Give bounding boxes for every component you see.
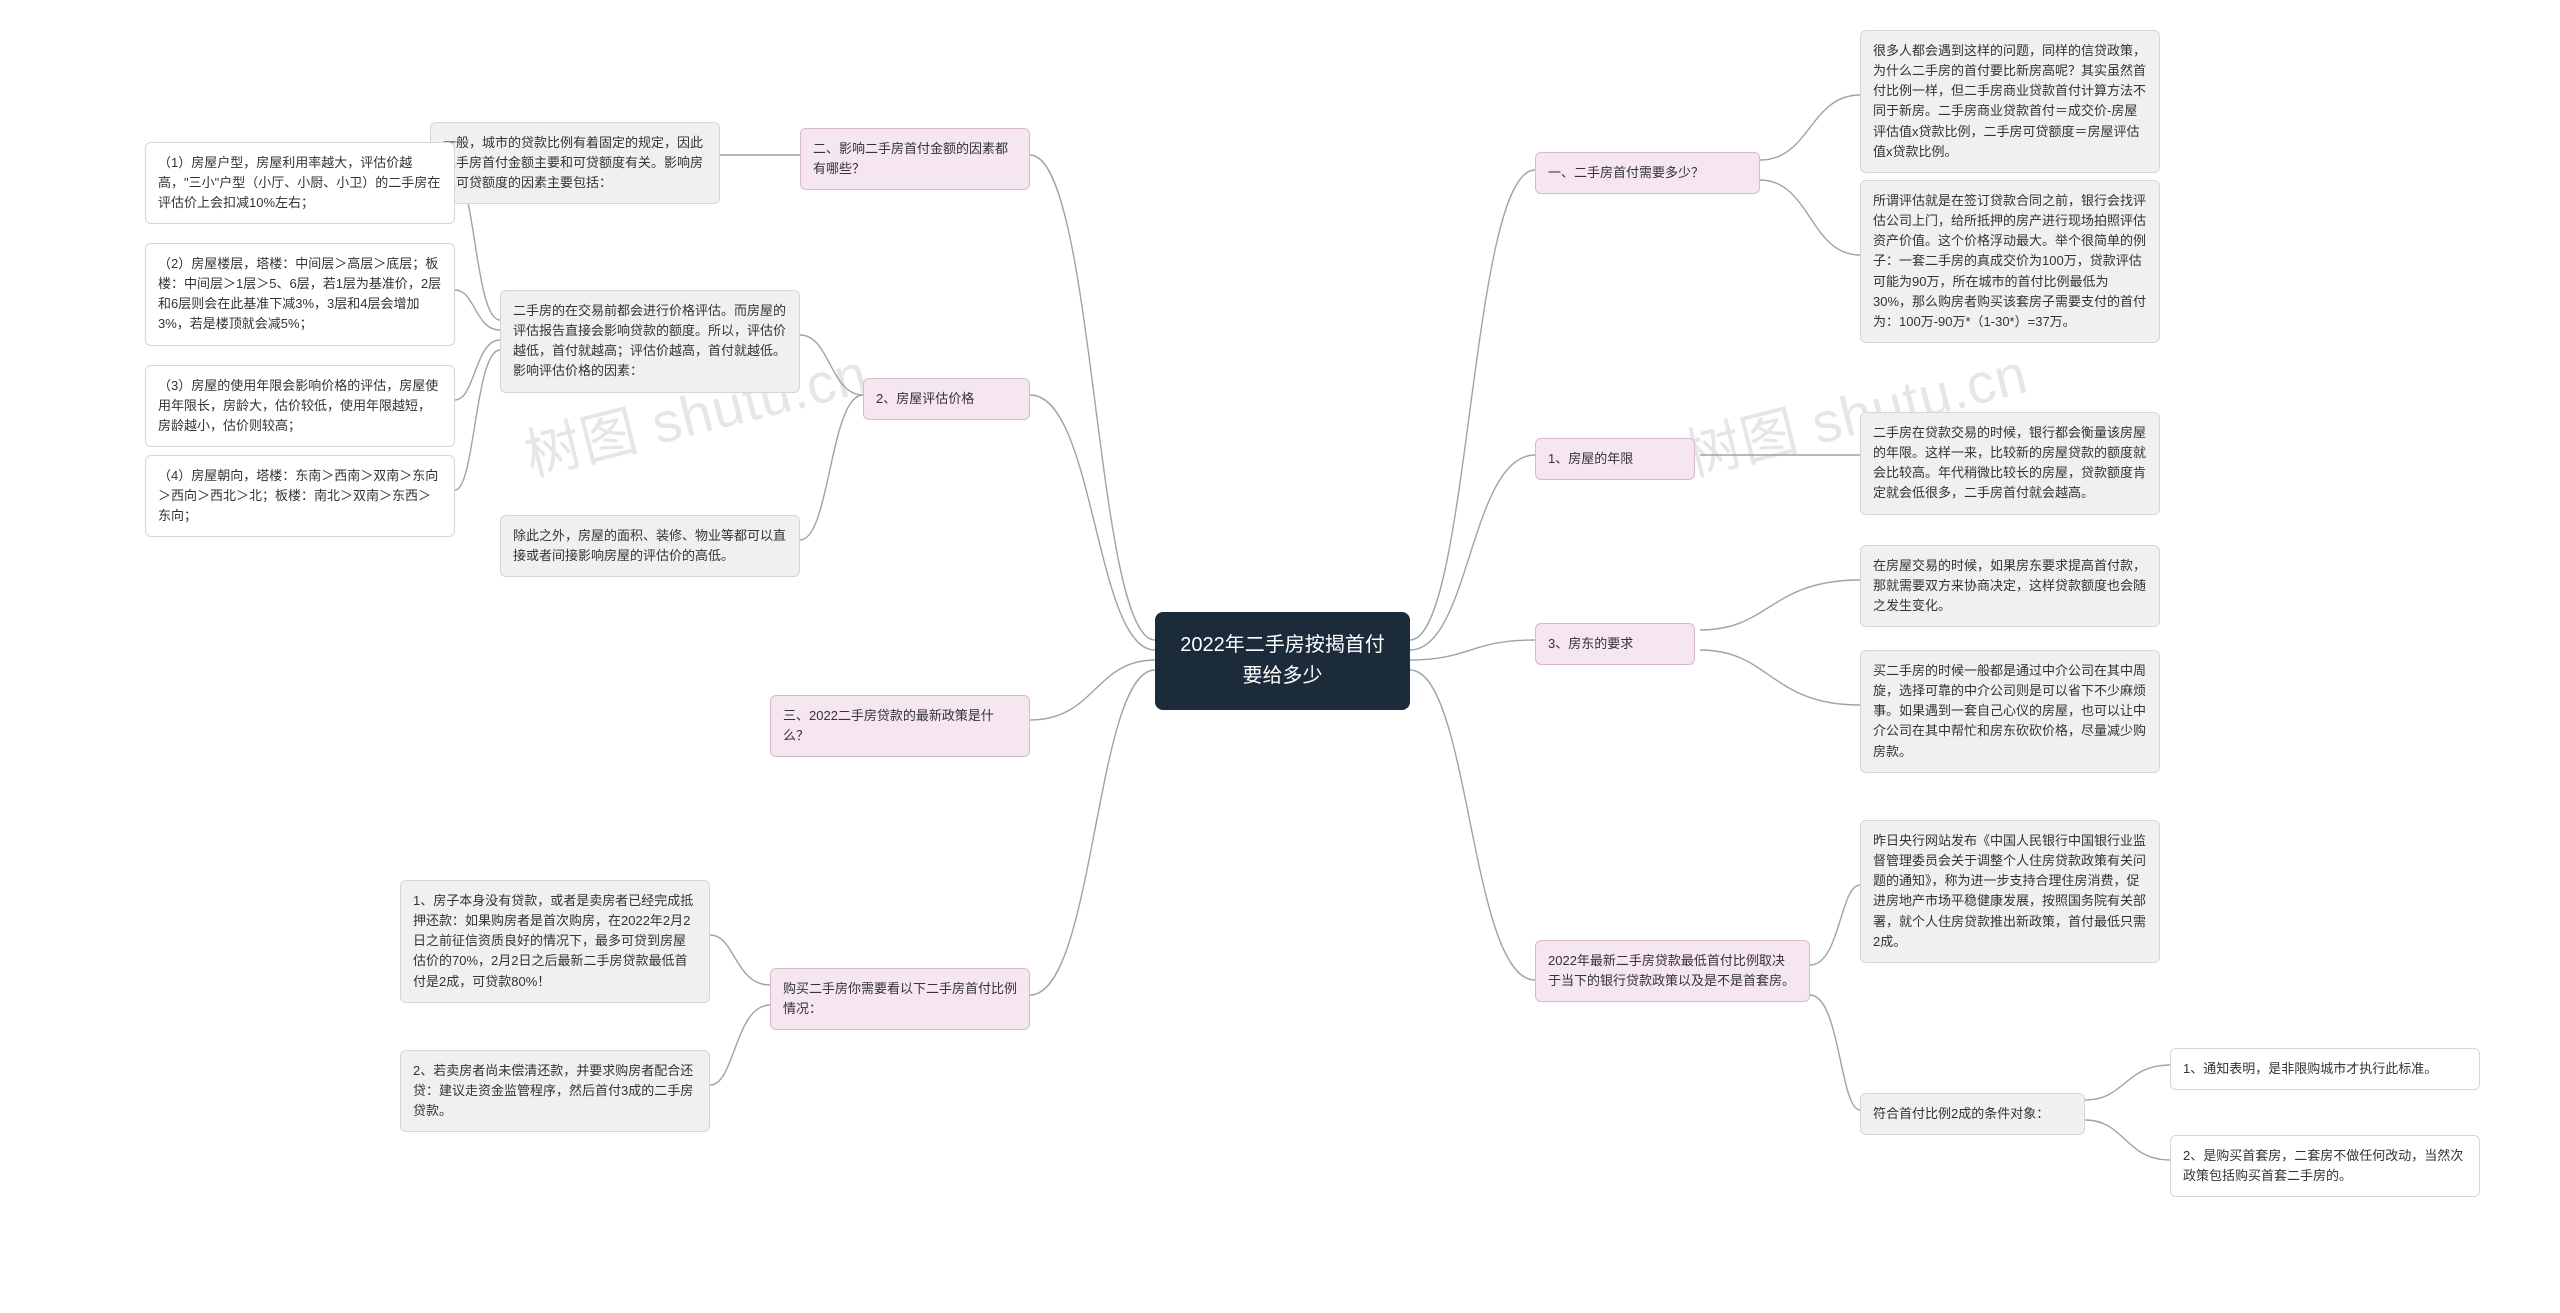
node-l2-f4: （4）房屋朝向，塔楼：东南＞西南＞双南＞东向＞西向＞西北＞北；板楼：南北＞双南＞…	[145, 455, 455, 537]
node-l4-c2: 2、若卖房者尚未偿清还款，并要求购房者配合还贷：建议走资金监管程序，然后首付3成…	[400, 1050, 710, 1132]
node-l4-c1: 1、房子本身没有贷款，或者是卖房者已经完成抵押还款：如果购房者是首次购房，在20…	[400, 880, 710, 1003]
branch-r1: 一、二手房首付需要多少？	[1535, 152, 1760, 194]
node-r4-c1: 昨日央行网站发布《中国人民银行中国银行业监督管理委员会关于调整个人住房贷款政策有…	[1860, 820, 2160, 963]
node-r4-sub2: 2、是购买首套房，二套房不做任何改动，当然次政策包括购买首套二手房的。	[2170, 1135, 2480, 1197]
node-r3-c2: 买二手房的时候一般都是通过中介公司在其中周旋，选择可靠的中介公司则是可以省下不少…	[1860, 650, 2160, 773]
mindmap-center: 2022年二手房按揭首付要给多少	[1155, 612, 1410, 710]
node-r1-c2: 所谓评估就是在签订贷款合同之前，银行会找评估公司上门，给所抵押的房产进行现场拍照…	[1860, 180, 2160, 343]
node-r2-c1: 二手房在贷款交易的时候，银行都会衡量该房屋的年限。这样一来，比较新的房屋贷款的额…	[1860, 412, 2160, 515]
branch-l2: 2、房屋评估价格	[863, 378, 1030, 420]
node-l2-f1: （1）房屋户型，房屋利用率越大，评估价越高，"三小"户型（小厅、小厨、小卫）的二…	[145, 142, 455, 224]
branch-r3: 3、房东的要求	[1535, 623, 1695, 665]
branch-l1: 二、影响二手房首付金额的因素都有哪些？	[800, 128, 1030, 190]
node-l1-c1: 一般，城市的贷款比例有着固定的规定，因此二手房首付金额主要和可贷额度有关。影响房…	[430, 122, 720, 204]
branch-r2: 1、房屋的年限	[1535, 438, 1695, 480]
branch-l3: 三、2022二手房贷款的最新政策是什么？	[770, 695, 1030, 757]
branch-r4: 2022年最新二手房贷款最低首付比例取决于当下的银行贷款政策以及是不是首套房。	[1535, 940, 1810, 1002]
node-r3-c1: 在房屋交易的时候，如果房东要求提高首付款，那就需要双方来协商决定，这样贷款额度也…	[1860, 545, 2160, 627]
node-l2-main: 二手房的在交易前都会进行价格评估。而房屋的评估报告直接会影响贷款的额度。所以，评…	[500, 290, 800, 393]
node-r4-sub: 符合首付比例2成的条件对象：	[1860, 1093, 2085, 1135]
node-r4-sub1: 1、通知表明，是非限购城市才执行此标准。	[2170, 1048, 2480, 1090]
branch-l4: 购买二手房你需要看以下二手房首付比例情况：	[770, 968, 1030, 1030]
node-l2-f3: （3）房屋的使用年限会影响价格的评估，房屋使用年限长，房龄大，估价较低，使用年限…	[145, 365, 455, 447]
node-l2-f2: （2）房屋楼层，塔楼：中间层＞高层＞底层；板楼：中间层＞1层＞5、6层，若1层为…	[145, 243, 455, 346]
node-r1-c1: 很多人都会遇到这样的问题，同样的信贷政策，为什么二手房的首付要比新房高呢？其实虽…	[1860, 30, 2160, 173]
node-l2-extra: 除此之外，房屋的面积、装修、物业等都可以直接或者间接影响房屋的评估价的高低。	[500, 515, 800, 577]
